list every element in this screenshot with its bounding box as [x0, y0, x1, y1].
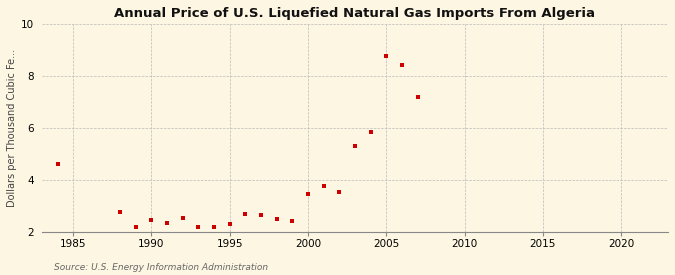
Point — [365, 130, 376, 134]
Point — [209, 224, 219, 229]
Title: Annual Price of U.S. Liquefied Natural Gas Imports From Algeria: Annual Price of U.S. Liquefied Natural G… — [115, 7, 595, 20]
Point — [318, 184, 329, 189]
Point — [162, 221, 173, 225]
Point — [240, 211, 251, 216]
Point — [302, 192, 313, 196]
Y-axis label: Dollars per Thousand Cubic Fe...: Dollars per Thousand Cubic Fe... — [7, 49, 17, 207]
Point — [334, 189, 345, 194]
Point — [287, 219, 298, 224]
Point — [193, 224, 204, 229]
Point — [130, 224, 141, 229]
Point — [178, 215, 188, 220]
Point — [396, 63, 407, 68]
Point — [381, 54, 392, 59]
Point — [146, 218, 157, 222]
Point — [350, 144, 360, 148]
Point — [52, 162, 63, 166]
Point — [115, 210, 126, 214]
Point — [271, 217, 282, 221]
Text: Source: U.S. Energy Information Administration: Source: U.S. Energy Information Administ… — [54, 263, 268, 272]
Point — [412, 95, 423, 99]
Point — [256, 213, 267, 217]
Point — [224, 222, 235, 226]
